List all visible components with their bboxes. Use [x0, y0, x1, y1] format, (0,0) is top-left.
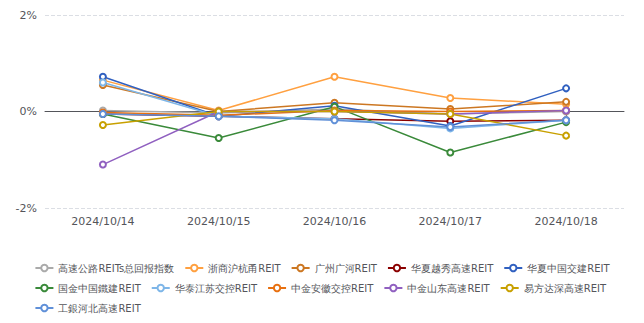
svg-text:华夏中国交建REIT: 华夏中国交建REIT	[527, 263, 610, 274]
svg-text:2%: 2%	[20, 9, 37, 22]
svg-text:工銀河北高速REIT: 工銀河北高速REIT	[58, 303, 141, 314]
svg-text:浙商沪杭甬REIT: 浙商沪杭甬REIT	[208, 263, 281, 274]
svg-text:-2%: -2%	[16, 202, 37, 215]
svg-text:中金安徽交控REIT: 中金安徽交控REIT	[291, 283, 374, 294]
svg-text:国金中国鐵建REIT: 国金中国鐵建REIT	[58, 283, 141, 294]
svg-text:2024/10/17: 2024/10/17	[419, 215, 482, 228]
svg-text:2024/10/15: 2024/10/15	[187, 215, 250, 228]
svg-text:易方达深高速REIT: 易方达深高速REIT	[524, 283, 607, 294]
svg-text:广州广河REIT: 广州广河REIT	[315, 263, 378, 274]
svg-text:华夏越秀高速REIT: 华夏越秀高速REIT	[411, 263, 494, 274]
svg-text:2024/10/14: 2024/10/14	[71, 215, 134, 228]
svg-text:高速公路REITs总回报指数: 高速公路REITs总回报指数	[58, 263, 174, 274]
svg-text:2024/10/18: 2024/10/18	[534, 215, 597, 228]
svg-text:2024/10/16: 2024/10/16	[303, 215, 366, 228]
svg-text:0%: 0%	[20, 105, 37, 118]
svg-text:中金山东高速REIT: 中金山东高速REIT	[407, 283, 490, 294]
svg-text:华泰江苏交控REIT: 华泰江苏交控REIT	[175, 283, 258, 294]
